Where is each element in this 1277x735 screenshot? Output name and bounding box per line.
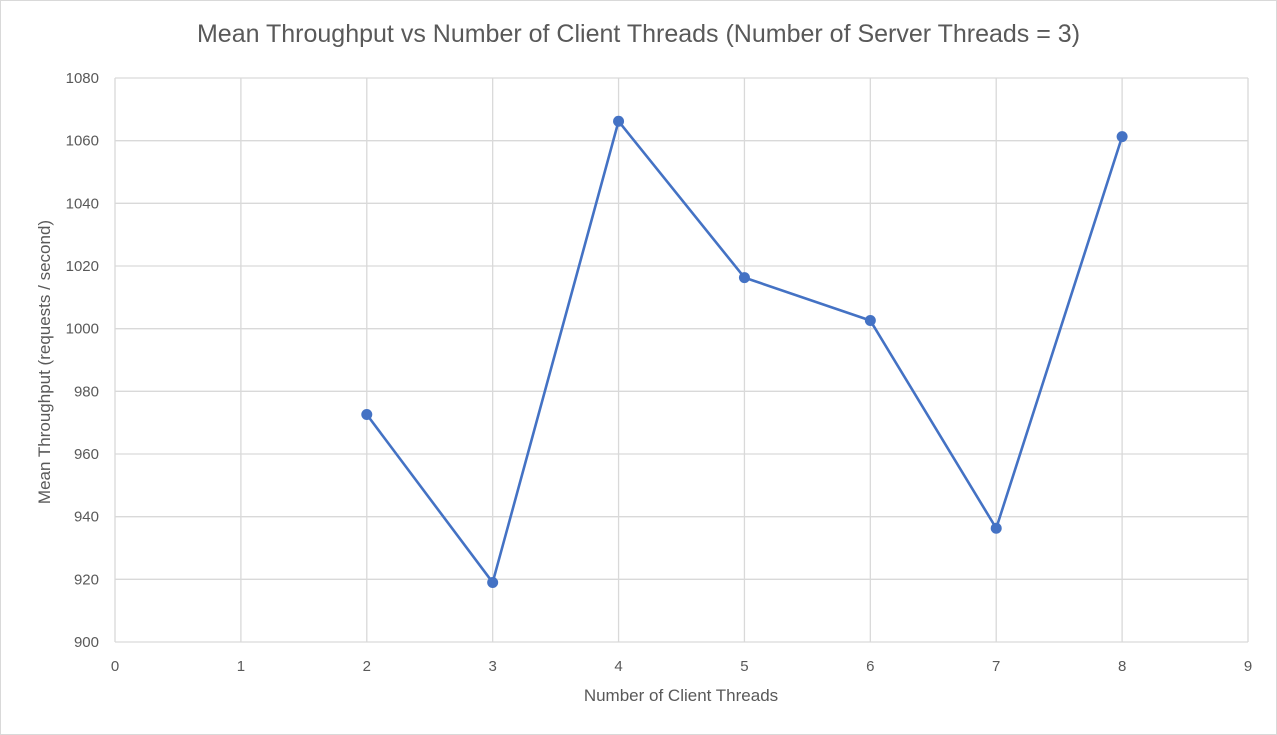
y-tick-label: 960: [74, 446, 99, 463]
data-point: [738, 272, 750, 284]
data-point: [487, 576, 499, 588]
chart-title: Mean Throughput vs Number of Client Thre…: [196, 20, 1081, 48]
data-point: [1116, 131, 1128, 143]
x-tick-label: 6: [866, 658, 874, 675]
data-point: [864, 315, 876, 327]
x-axis-label: Number of Client Threads: [0, 686, 1277, 706]
tick-labels: 0 1 2 3 4 5 6 7 8 9 900 920 940 960 980 1000 1020 1040 106…: [66, 70, 1253, 675]
y-tick-label: 980: [74, 383, 99, 400]
y-tick-label: 920: [74, 571, 99, 588]
y-tick-label: 1000: [66, 321, 99, 338]
x-tick-label: 4: [614, 658, 622, 675]
x-tick-label: 8: [1118, 658, 1126, 675]
data-point: [990, 522, 1002, 534]
data-point: [613, 115, 625, 127]
x-tick-label: 2: [363, 658, 371, 675]
y-tick-label: 1080: [66, 70, 99, 87]
x-tick-label: 5: [740, 658, 748, 675]
data-point: [361, 409, 373, 421]
y-axis-label-text: Mean Throughput (requests / second): [35, 219, 54, 505]
y-tick-label: 940: [74, 509, 99, 526]
y-tick-label: 1040: [66, 195, 99, 212]
y-tick-label: 1020: [66, 258, 99, 275]
x-tick-label: 3: [488, 658, 496, 675]
x-tick-label: 0: [111, 658, 119, 675]
y-tick-label: 1060: [66, 133, 99, 150]
series-layer: [361, 115, 1128, 588]
grid-lines: [114, 77, 1249, 643]
x-tick-label: 7: [992, 658, 1000, 675]
x-axis-label-text: Number of Client Threads: [583, 686, 779, 705]
x-tick-label: 9: [1244, 658, 1252, 675]
x-tick-label: 1: [237, 658, 245, 675]
y-tick-label: 900: [74, 634, 99, 651]
